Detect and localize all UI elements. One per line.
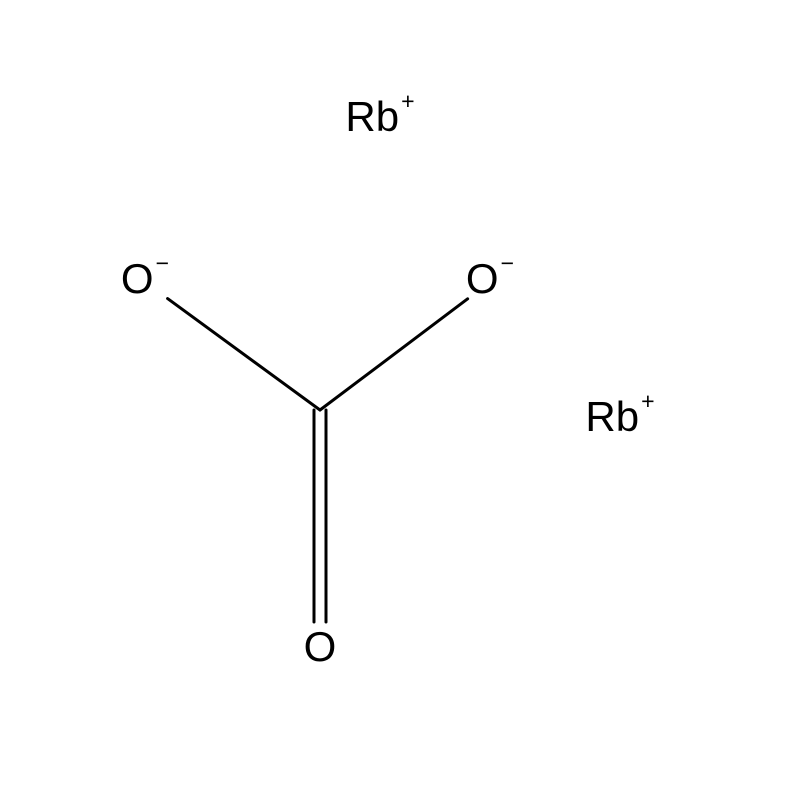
molecule-diagram: O− O− O Rb+ Rb+ (0, 0, 800, 800)
bonds-group (168, 299, 468, 622)
atoms-group: O− O− O Rb+ Rb+ (121, 88, 655, 670)
atom-Rb_top: Rb+ (345, 88, 414, 140)
single-bond (168, 299, 320, 410)
atom-O_right: O− (466, 250, 514, 302)
atom-O_bottom: O (304, 623, 337, 670)
atom-O_left: O− (121, 250, 169, 302)
atom-Rb_right: Rb+ (585, 388, 654, 440)
single-bond (320, 299, 468, 410)
